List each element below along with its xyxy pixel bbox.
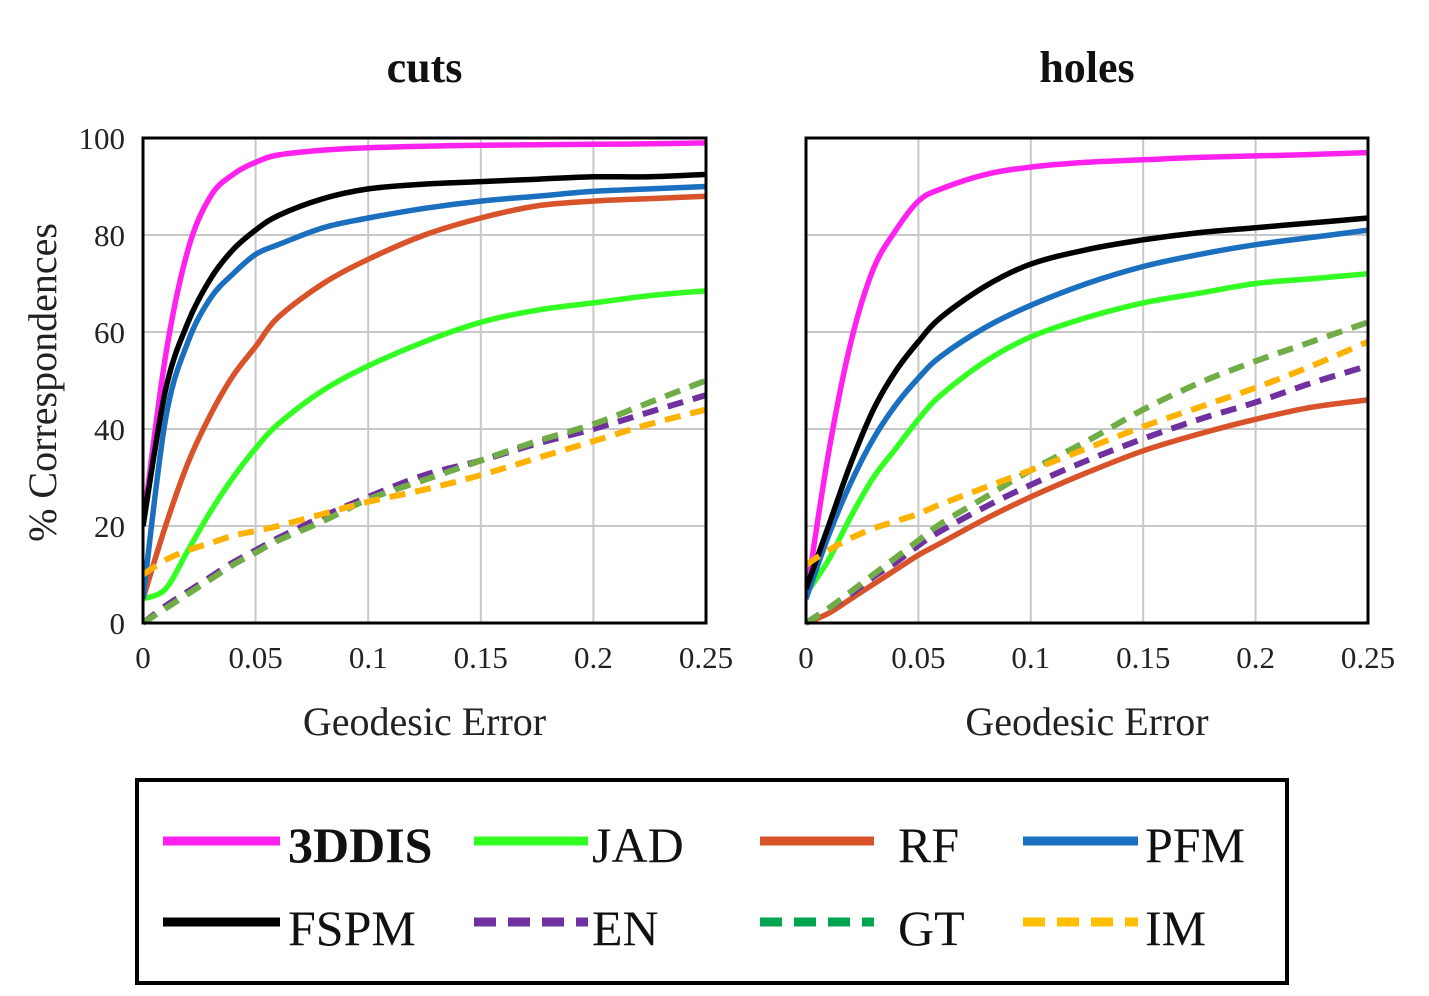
plot-area — [143, 138, 706, 623]
y-tick-label: 0 — [110, 606, 126, 641]
x-tick-label: 0.15 — [1116, 640, 1170, 675]
series-line-3ddis — [806, 149, 1369, 600]
x-tick-label: 0.2 — [1236, 640, 1275, 675]
legend-item-fspm: FSPM — [163, 900, 416, 956]
y-tick-label: 80 — [94, 218, 125, 253]
x-tick-label: 0.05 — [228, 640, 282, 675]
series-line-rf — [806, 397, 1369, 626]
y-tick-label: 40 — [94, 412, 125, 447]
legend: 3DDIS JAD RF PFM FSPM EN GT IM — [135, 778, 1289, 985]
plot-frame — [141, 136, 708, 625]
x-tick-label: 0.25 — [679, 640, 733, 675]
legend-box — [135, 778, 1289, 985]
series-line-im — [806, 338, 1370, 568]
series-group — [806, 149, 1370, 626]
series-line-jad — [806, 271, 1369, 596]
chart-panel-cuts: cuts 0 0.05 0.1 0.15 0.2 0.25 0 20 40 60 80 100 Geode… — [20, 43, 733, 744]
series-line-pfm — [143, 183, 707, 600]
legend-item-3ddis: 3DDIS — [163, 817, 432, 873]
legend-item-gt: GT — [760, 900, 965, 956]
legend-item-rf: RF — [760, 817, 959, 873]
plot-frame — [804, 136, 1370, 625]
x-tick-label: 0 — [135, 640, 151, 675]
series-line-gt — [806, 319, 1369, 626]
x-tick-label: 0 — [798, 640, 814, 675]
legend-item-jad: JAD — [474, 817, 684, 873]
series-line-gt — [143, 377, 708, 626]
x-tick-label: 0.05 — [891, 640, 945, 675]
x-tick-label: 0.15 — [454, 640, 508, 675]
legend-label: GT — [898, 900, 965, 956]
chart-title: holes — [1039, 43, 1134, 92]
legend-item-im: IM — [1023, 900, 1206, 956]
chart-title: cuts — [387, 43, 463, 92]
series-line-rf — [143, 193, 707, 600]
legend-item-pfm: PFM — [1023, 817, 1245, 873]
series-line-im — [143, 406, 707, 578]
legend-label: JAD — [592, 817, 684, 873]
series-line-pfm — [806, 227, 1369, 600]
y-axis-label: % Correspondences — [20, 223, 65, 542]
y-tick-label: 60 — [94, 315, 125, 350]
series-line-fspm — [806, 215, 1369, 590]
x-axis-label: Geodesic Error — [965, 699, 1208, 744]
x-tick-label: 0.2 — [574, 640, 613, 675]
series-line-jad — [143, 288, 707, 602]
legend-label: PFM — [1145, 817, 1245, 873]
y-tick-label: 20 — [94, 509, 125, 544]
legend-label: IM — [1145, 900, 1206, 956]
series-line-3ddis — [143, 140, 707, 527]
chart-panel-holes: holes 0 0.05 0.1 0.15 0.2 0.25 Geodesic Error — [798, 43, 1395, 744]
series-line-fspm — [143, 171, 707, 527]
series-group — [143, 140, 708, 626]
legend-label: FSPM — [288, 900, 416, 956]
y-tick-label: 100 — [79, 121, 126, 156]
x-tick-label: 0.1 — [349, 640, 388, 675]
legend-label: RF — [898, 817, 959, 873]
legend-label: 3DDIS — [288, 817, 432, 873]
x-axis-label: Geodesic Error — [303, 699, 546, 744]
grid — [806, 138, 1368, 623]
legend-item-en: EN — [474, 900, 659, 956]
x-tick-label: 0.1 — [1011, 640, 1050, 675]
x-tick-label: 0.25 — [1341, 640, 1395, 675]
legend-label: EN — [592, 900, 659, 956]
